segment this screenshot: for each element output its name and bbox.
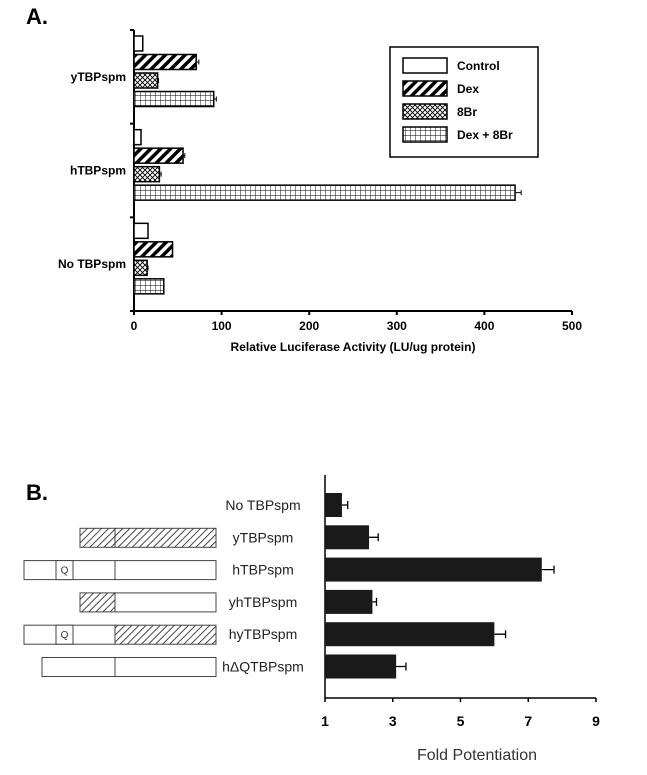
bar-control: [133, 128, 142, 146]
x-tick-label: 300: [387, 319, 407, 333]
error-bar: [372, 597, 378, 606]
category-label: hTBPspm: [232, 562, 293, 578]
error-bar: [541, 565, 555, 574]
error-bar: [213, 96, 217, 102]
category-label: yhTBPspm: [229, 594, 297, 610]
bar-dex: [133, 53, 197, 71]
x-tick-label: 400: [474, 319, 494, 333]
legend-label: Control: [457, 59, 500, 73]
bar-dex-8br: [133, 278, 165, 295]
error-bar: [494, 630, 507, 639]
category-label: No TBPspm: [58, 257, 126, 271]
error-bar: [369, 533, 379, 542]
x-tick-label: 5: [457, 713, 465, 729]
bar: [325, 654, 397, 679]
q-domain: [55, 560, 74, 581]
category-label: yTBPspm: [233, 529, 294, 545]
category-label: yTBPspm: [71, 70, 126, 84]
construct-segment: [114, 657, 217, 677]
construct-segment: [41, 657, 116, 677]
category-label: hyTBPspm: [229, 626, 297, 642]
construct-segment: [79, 592, 116, 613]
construct-segment: [114, 624, 217, 645]
bar: [325, 525, 370, 550]
error-bar: [147, 265, 149, 271]
error-bar: [157, 78, 160, 83]
construct-segment: [114, 527, 217, 548]
x-tick-label: 0: [131, 319, 138, 333]
bar-control: [133, 35, 144, 52]
legend-swatch: [402, 126, 448, 143]
error-bar: [341, 501, 349, 509]
q-domain-label: Q: [61, 566, 69, 577]
bar: [325, 493, 342, 517]
legend-swatch: [402, 80, 448, 97]
legend-label: Dex + 8Br: [457, 128, 513, 142]
bar-8br: [133, 259, 148, 277]
x-tick-label: 100: [212, 319, 232, 333]
legend-label: Dex: [457, 82, 479, 96]
q-domain-label: Q: [61, 630, 69, 641]
construct-segment: [114, 592, 217, 613]
legend-swatch: [402, 57, 448, 74]
error-bar: [183, 153, 186, 159]
category-label: No TBPspm: [225, 497, 300, 513]
chart-a: 0 100 200 300 400 500 yTBPspm hTBPspm No TBPspm C…: [58, 29, 582, 333]
x-tick-label: 500: [562, 319, 582, 333]
bar-8br: [133, 72, 159, 89]
panel-b-label: B.: [26, 480, 48, 505]
x-tick-label: 1: [321, 713, 329, 729]
q-domain: [55, 624, 74, 645]
bar-control: [133, 222, 149, 240]
error-bar: [196, 59, 200, 65]
construct-segment: [79, 527, 116, 548]
x-tick-label: 7: [524, 713, 532, 729]
bar: [325, 589, 373, 614]
error-bar: [515, 190, 522, 196]
panel-a-label: A.: [26, 4, 48, 29]
legend-label: 8Br: [457, 105, 477, 119]
construct-segment: [114, 560, 217, 581]
bar-dex: [133, 241, 174, 258]
category-label: hTBPspm: [70, 164, 126, 178]
bar-8br: [133, 165, 161, 183]
bar: [325, 622, 495, 647]
bar-dex: [133, 147, 184, 164]
x-tick-label: 3: [389, 713, 397, 729]
category-label: hΔQTBPspm: [222, 659, 304, 675]
x-tick-label: 200: [299, 319, 319, 333]
legend: Control Dex 8Br Dex + 8Br: [389, 46, 539, 158]
legend-swatch: [402, 103, 448, 120]
x-tick-label: 9: [592, 713, 600, 729]
bar-dex-8br: [133, 90, 215, 108]
chart-b-xlabel: Fold Potentiation: [417, 747, 537, 764]
bar: [325, 557, 542, 582]
bar-dex-8br: [133, 184, 516, 201]
error-bar: [159, 171, 162, 177]
chart-a-xlabel: Relative Luciferase Activity (LU/ug prot…: [231, 340, 476, 354]
error-bar: [396, 662, 407, 671]
